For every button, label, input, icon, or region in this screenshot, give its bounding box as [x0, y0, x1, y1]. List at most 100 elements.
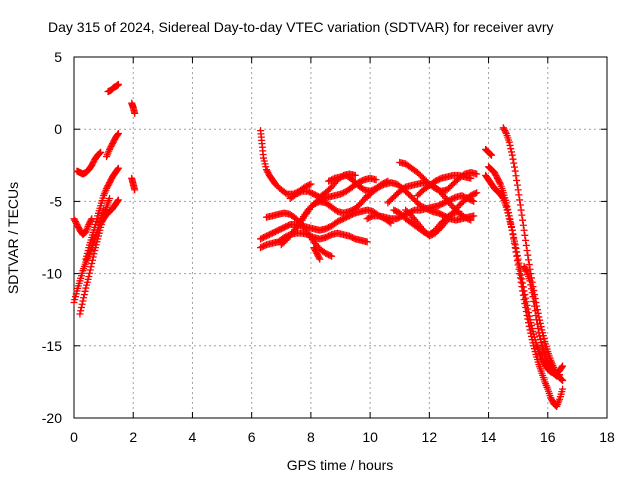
data-point — [467, 174, 475, 182]
x-tick-label: 8 — [307, 429, 315, 445]
data-point — [519, 221, 527, 229]
data-point — [114, 80, 122, 88]
data-point — [502, 128, 510, 136]
data-point — [505, 209, 513, 217]
data-point — [131, 109, 139, 117]
data-point — [513, 176, 521, 184]
data-point — [80, 291, 88, 299]
data-point — [114, 196, 122, 204]
data-markers — [70, 80, 567, 410]
data-point — [533, 320, 541, 328]
data-point — [465, 215, 473, 223]
y-tick-label: -20 — [42, 410, 62, 426]
data-point — [505, 138, 513, 146]
series-arc-17 — [292, 192, 371, 231]
data-point — [535, 329, 543, 337]
data-point — [516, 196, 524, 204]
data-point — [558, 376, 566, 384]
data-point — [517, 278, 525, 286]
y-tick-label: -15 — [42, 338, 62, 354]
data-point — [372, 176, 380, 184]
data-point — [89, 256, 97, 264]
data-point — [79, 297, 87, 305]
data-point — [114, 130, 122, 138]
series-arc-12 — [257, 229, 371, 252]
series-arc-1 — [70, 215, 96, 239]
data-point — [471, 189, 479, 197]
data-point — [86, 269, 94, 277]
data-point — [559, 385, 567, 393]
data-point — [505, 212, 513, 220]
data-point — [509, 231, 517, 239]
data-point — [528, 336, 536, 344]
plot-frame — [73, 56, 608, 419]
data-point — [527, 285, 535, 293]
data-point — [90, 250, 98, 258]
data-point — [114, 197, 122, 205]
data-point — [488, 151, 496, 159]
data-point — [514, 186, 522, 194]
data-point — [89, 253, 97, 261]
series-arc-10 — [128, 174, 139, 194]
data-point — [536, 332, 544, 340]
data-point — [525, 261, 533, 269]
data-point — [470, 212, 478, 220]
x-tick-label: 12 — [422, 429, 438, 445]
x-tick-label: 0 — [70, 429, 78, 445]
data-point — [515, 191, 523, 199]
data-point — [106, 195, 114, 203]
data-point — [525, 256, 533, 264]
data-point — [525, 319, 533, 327]
data-point — [510, 163, 518, 171]
data-point — [506, 141, 514, 149]
x-tick-label: 18 — [599, 429, 615, 445]
data-point — [88, 259, 96, 267]
data-point — [487, 150, 495, 158]
data-point — [502, 199, 510, 207]
data-point — [513, 252, 521, 260]
axis-ticks — [73, 56, 608, 419]
data-point — [537, 339, 545, 347]
data-point — [114, 164, 122, 172]
data-point — [81, 287, 89, 295]
data-point — [528, 289, 536, 297]
data-point — [533, 316, 541, 324]
data-point — [518, 211, 526, 219]
series-arc-3 — [76, 195, 114, 318]
data-point — [503, 202, 511, 210]
data-point — [508, 148, 516, 156]
data-point — [519, 216, 527, 224]
data-point — [518, 283, 526, 291]
data-point — [508, 151, 516, 159]
data-point — [512, 248, 520, 256]
data-point — [85, 272, 93, 280]
data-point — [97, 148, 105, 156]
data-point — [524, 315, 532, 323]
data-point — [520, 226, 528, 234]
data-point — [96, 149, 104, 157]
series-arc-18 — [310, 244, 324, 263]
data-point — [95, 150, 103, 158]
data-point — [520, 296, 528, 304]
data-point — [511, 244, 519, 252]
y-tick-label: 0 — [54, 121, 62, 137]
data-point — [516, 270, 524, 278]
data-point — [496, 179, 504, 187]
series-arc-25 — [402, 189, 481, 240]
y-tick-label: -5 — [50, 193, 63, 209]
series-arc-6 — [97, 196, 122, 227]
data-point — [519, 287, 527, 295]
x-tick-label: 16 — [540, 429, 556, 445]
data-point — [530, 297, 538, 305]
data-point — [508, 223, 516, 231]
data-point — [559, 362, 567, 370]
data-point — [510, 235, 518, 243]
data-point — [473, 189, 481, 197]
data-point — [328, 252, 336, 260]
x-tick-label: 4 — [189, 429, 197, 445]
data-point — [532, 311, 540, 319]
data-point — [521, 231, 529, 239]
data-point — [510, 239, 518, 247]
data-point — [114, 131, 122, 139]
